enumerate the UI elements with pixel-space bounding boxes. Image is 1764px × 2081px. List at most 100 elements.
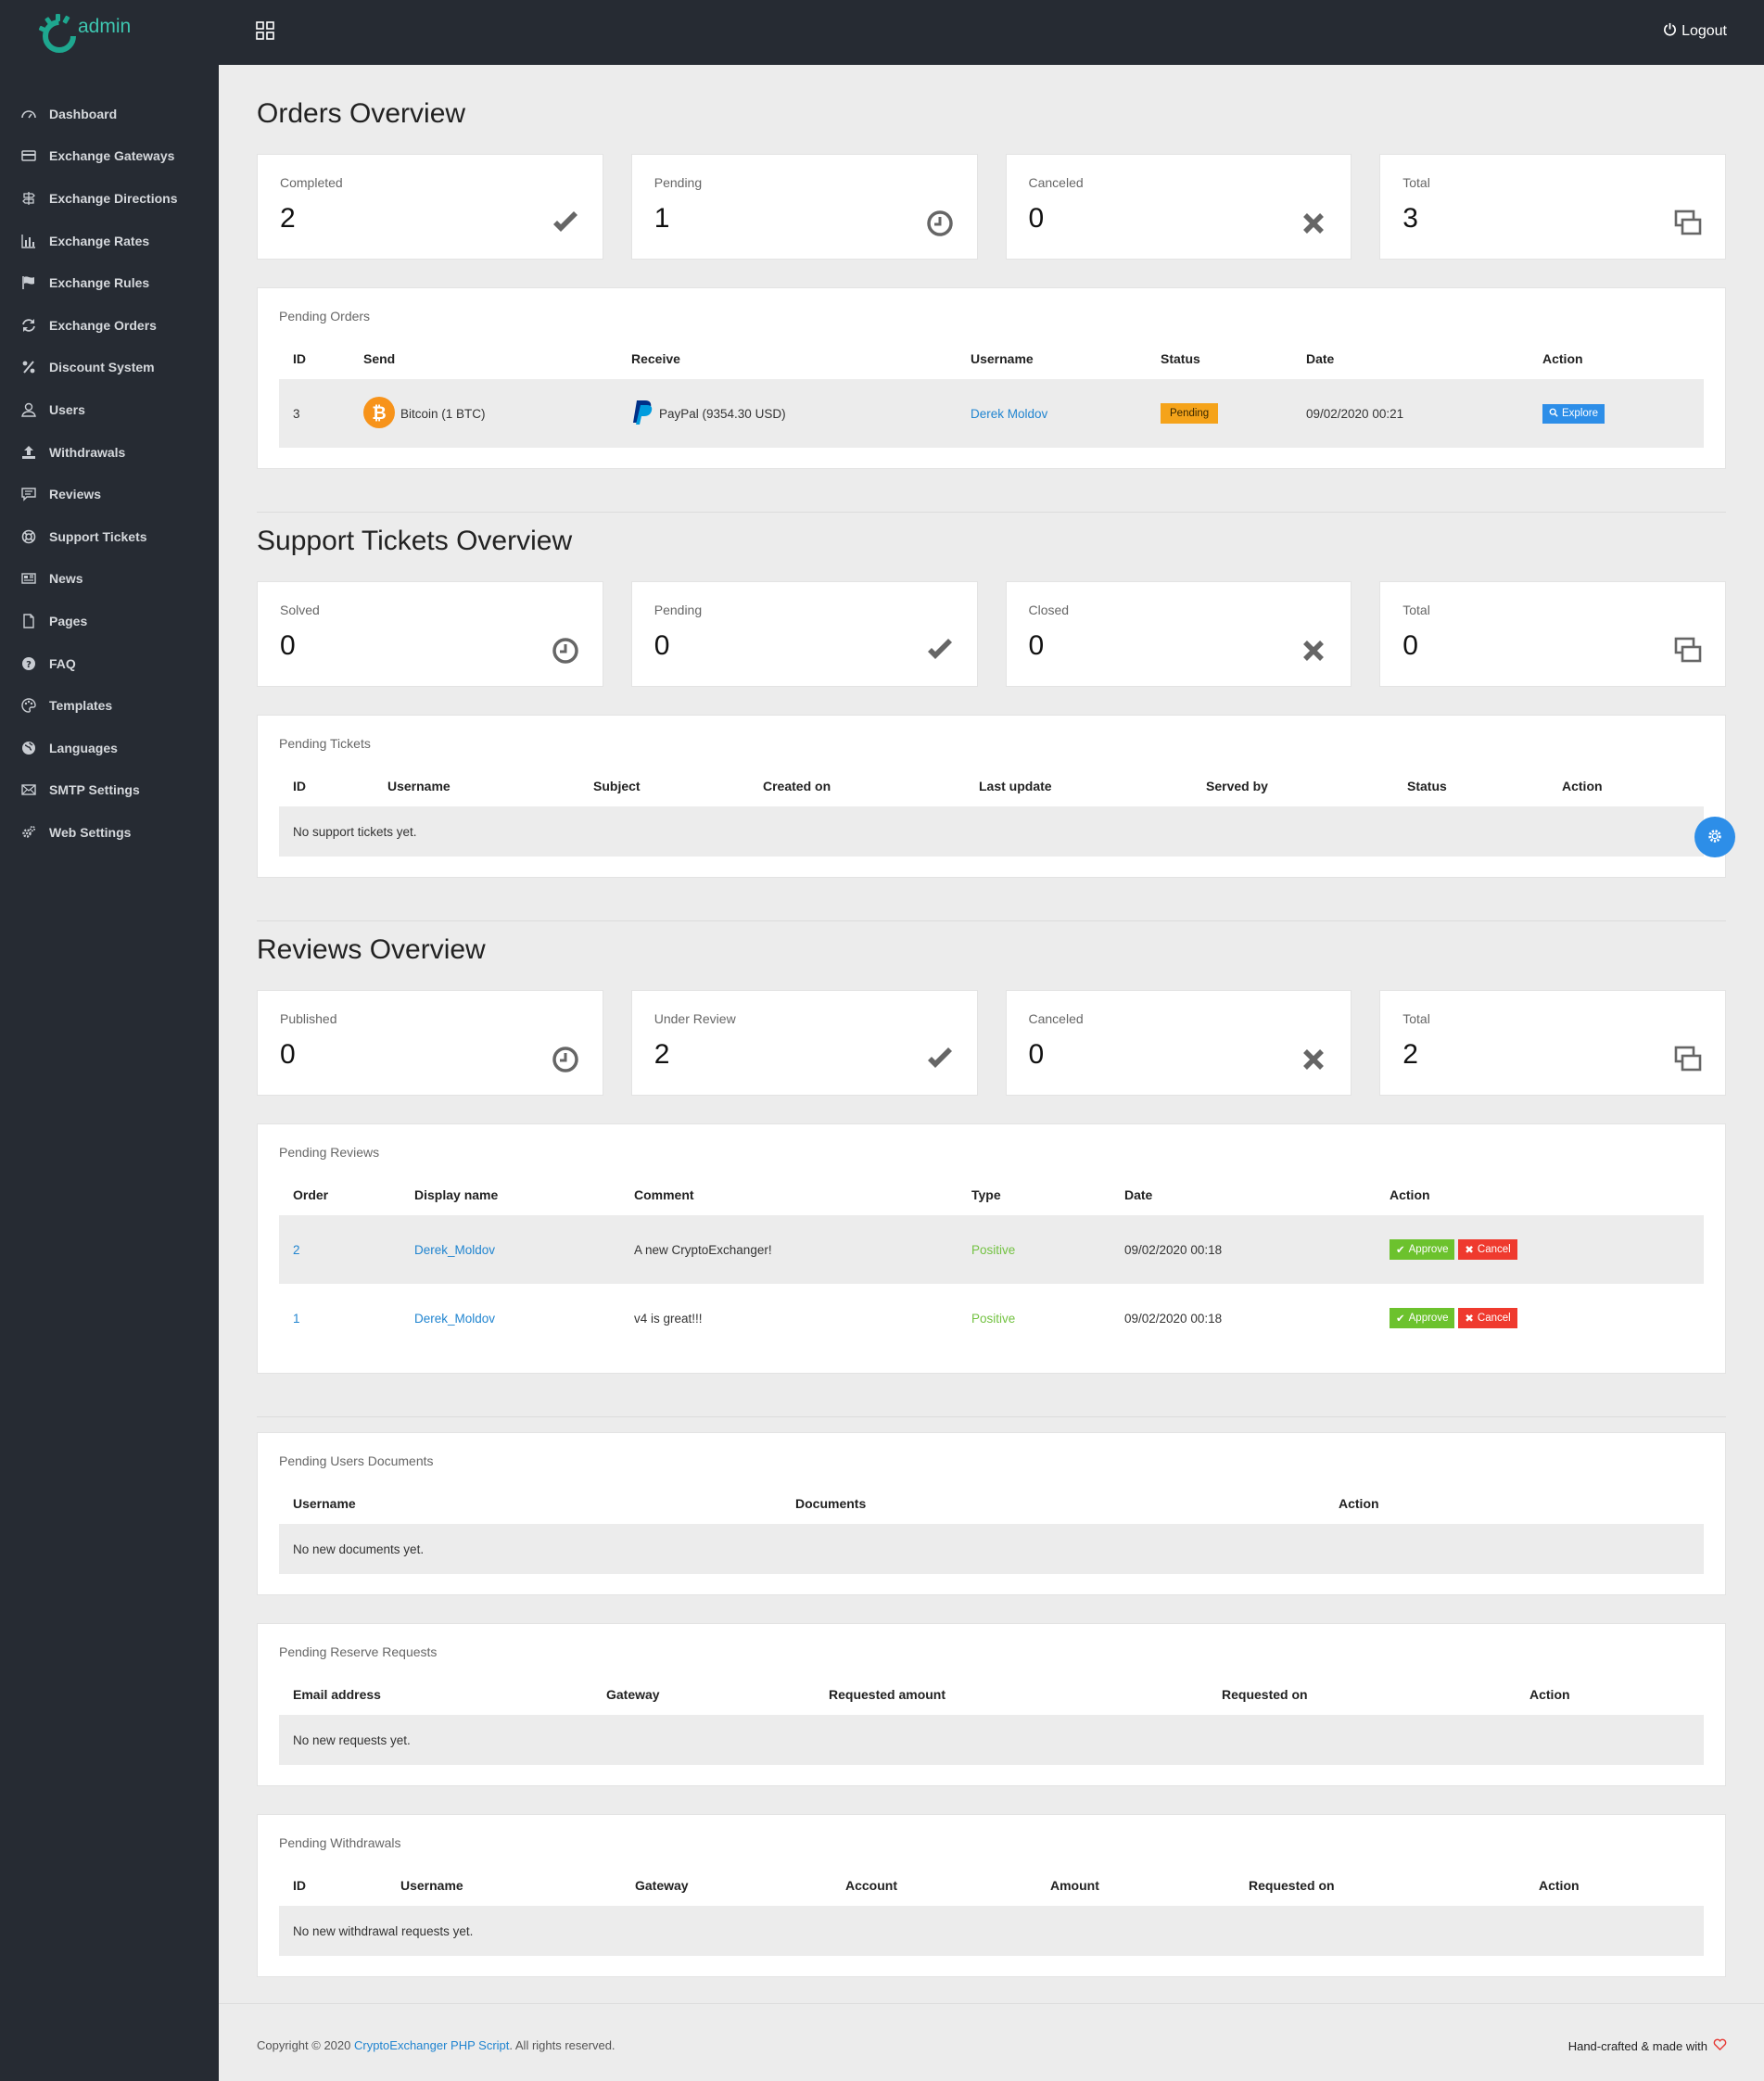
panel-title: Pending Reviews	[279, 1145, 380, 1160]
display-name-link[interactable]: Derek_Moldov	[414, 1311, 496, 1326]
sidebar-item-support-tickets[interactable]: Support Tickets	[0, 515, 219, 558]
upload-icon	[20, 444, 36, 460]
pending-orders-table: ID Send Receive Username Status Date Act…	[279, 336, 1704, 448]
column-header: Created on	[763, 779, 831, 793]
sidebar-item-exchange-rules[interactable]: Exchange Rules	[0, 261, 219, 304]
type-cell: Positive	[958, 1284, 1110, 1352]
cancel-label: Cancel	[1477, 1313, 1511, 1324]
footer-credit: Hand-crafted & made with	[1568, 2038, 1727, 2053]
settings-fab-button[interactable]	[1694, 817, 1735, 857]
username-link[interactable]: Derek Moldov	[971, 406, 1048, 421]
heart-icon	[1713, 2038, 1727, 2053]
stat-label: Total	[1402, 1011, 1430, 1026]
order-cell: 2	[279, 1215, 400, 1284]
column-header: Username	[400, 1878, 463, 1893]
stat-label: Total	[1402, 603, 1430, 617]
stat-value: 0	[1028, 203, 1045, 234]
sidebar-item-pages[interactable]: Pages	[0, 600, 219, 642]
paypal-icon	[631, 399, 654, 429]
comment-icon	[20, 487, 36, 502]
empty-message: No support tickets yet.	[279, 806, 1704, 857]
sidebar-item-exchange-orders[interactable]: Exchange Orders	[0, 304, 219, 347]
column-header: Email address	[293, 1687, 381, 1702]
date-cell: 09/02/2020 00:21	[1292, 379, 1529, 448]
empty-message: No new documents yet.	[279, 1524, 1704, 1574]
signpost-icon	[20, 190, 36, 206]
bar-chart-icon	[20, 233, 36, 248]
stat-label: Total	[1402, 175, 1430, 190]
order-id: 3	[279, 379, 349, 448]
clock-icon	[925, 209, 955, 238]
times-icon	[1299, 209, 1328, 238]
column-header: Requested on	[1222, 1687, 1308, 1702]
logout-button[interactable]: Logout	[1663, 22, 1727, 41]
sidebar-item-withdrawals[interactable]: Withdrawals	[0, 431, 219, 474]
stat-card-closed: Closed 0	[1005, 581, 1352, 687]
order-cell: 1	[279, 1284, 400, 1352]
globe-icon	[20, 740, 36, 755]
sidebar-item-exchange-gateways[interactable]: Exchange Gateways	[0, 135, 219, 178]
sidebar-item-web-settings[interactable]: Web Settings	[0, 811, 219, 854]
pending-reviews-table: Order Display name Comment Type Date Act…	[279, 1173, 1704, 1352]
credit-text: Hand-crafted & made with	[1567, 2038, 1707, 2053]
sidebar-item-reviews[interactable]: Reviews	[0, 473, 219, 515]
column-header: Receive	[631, 351, 680, 366]
display-name-link[interactable]: Derek_Moldov	[414, 1242, 496, 1257]
sidebar-item-label: SMTP Settings	[49, 782, 140, 798]
stat-value: 2	[654, 1039, 670, 1070]
panel-title: Pending Reserve Requests	[279, 1644, 438, 1659]
power-icon	[1663, 22, 1677, 41]
stat-label: Pending	[654, 603, 703, 617]
pending-reserve-table: Email address Gateway Requested amount R…	[279, 1672, 1704, 1765]
sidebar-item-faq[interactable]: ? FAQ	[0, 642, 219, 685]
cancel-button[interactable]: ✖ Cancel	[1458, 1308, 1517, 1328]
sidebar-item-label: Reviews	[49, 487, 102, 502]
pending-withdrawals-table: ID Username Gateway Account Amount Reque…	[279, 1863, 1704, 1956]
palette-icon	[20, 698, 36, 714]
column-header: Action	[1390, 1187, 1430, 1202]
clone-icon	[1673, 209, 1703, 238]
table-row: No new withdrawal requests yet.	[279, 1906, 1704, 1956]
cancel-label: Cancel	[1477, 1244, 1511, 1255]
stat-card-published: Published 0	[257, 990, 603, 1096]
send-label: Bitcoin (1 BTC)	[400, 406, 486, 421]
stat-card-pending: Pending 0	[630, 581, 978, 687]
sidebar-item-smtp-settings[interactable]: SMTP Settings	[0, 769, 219, 812]
sidebar-item-languages[interactable]: Languages	[0, 727, 219, 769]
order-link[interactable]: 1	[293, 1311, 300, 1326]
sidebar-item-label: FAQ	[49, 655, 76, 671]
copyright-link[interactable]: CryptoExchanger PHP Script	[353, 2038, 510, 2052]
sidebar-item-exchange-directions[interactable]: Exchange Directions	[0, 177, 219, 220]
sidebar-item-label: News	[49, 571, 83, 587]
column-header: ID	[293, 351, 306, 366]
envelope-icon	[20, 782, 36, 798]
cancel-button[interactable]: ✖ Cancel	[1458, 1239, 1517, 1260]
stat-card-completed: Completed 2	[257, 154, 603, 260]
grid-menu-icon[interactable]	[256, 21, 274, 40]
explore-button[interactable]: Explore	[1542, 403, 1605, 424]
orders-title: Orders Overview	[257, 98, 466, 129]
column-header: ID	[293, 779, 306, 793]
order-link[interactable]: 2	[293, 1242, 300, 1257]
column-header: Username	[971, 351, 1034, 366]
check-icon	[925, 636, 955, 666]
stat-value: 0	[280, 630, 296, 661]
column-header: Served by	[1206, 779, 1268, 793]
stat-value: 1	[654, 203, 670, 234]
pending-withdrawals-panel: Pending Withdrawals ID Username Gateway …	[257, 1814, 1726, 1977]
sidebar-item-discount-system[interactable]: Discount System	[0, 347, 219, 389]
approve-button[interactable]: ✔ Approve	[1390, 1239, 1455, 1260]
sidebar-item-dashboard[interactable]: Dashboard	[0, 93, 219, 135]
sidebar-item-news[interactable]: News	[0, 558, 219, 601]
approve-button[interactable]: ✔ Approve	[1390, 1308, 1455, 1328]
column-header: Gateway	[635, 1878, 689, 1893]
column-header: Date	[1124, 1187, 1153, 1202]
sidebar-item-templates[interactable]: Templates	[0, 684, 219, 727]
logo[interactable]: admin	[0, 0, 219, 65]
explore-label: Explore	[1562, 408, 1598, 419]
sidebar-item-users[interactable]: Users	[0, 388, 219, 431]
stat-card-under-review: Under Review 2	[630, 990, 978, 1096]
logo-gear-icon	[37, 10, 82, 55]
refresh-icon	[20, 317, 36, 333]
sidebar-item-exchange-rates[interactable]: Exchange Rates	[0, 220, 219, 262]
